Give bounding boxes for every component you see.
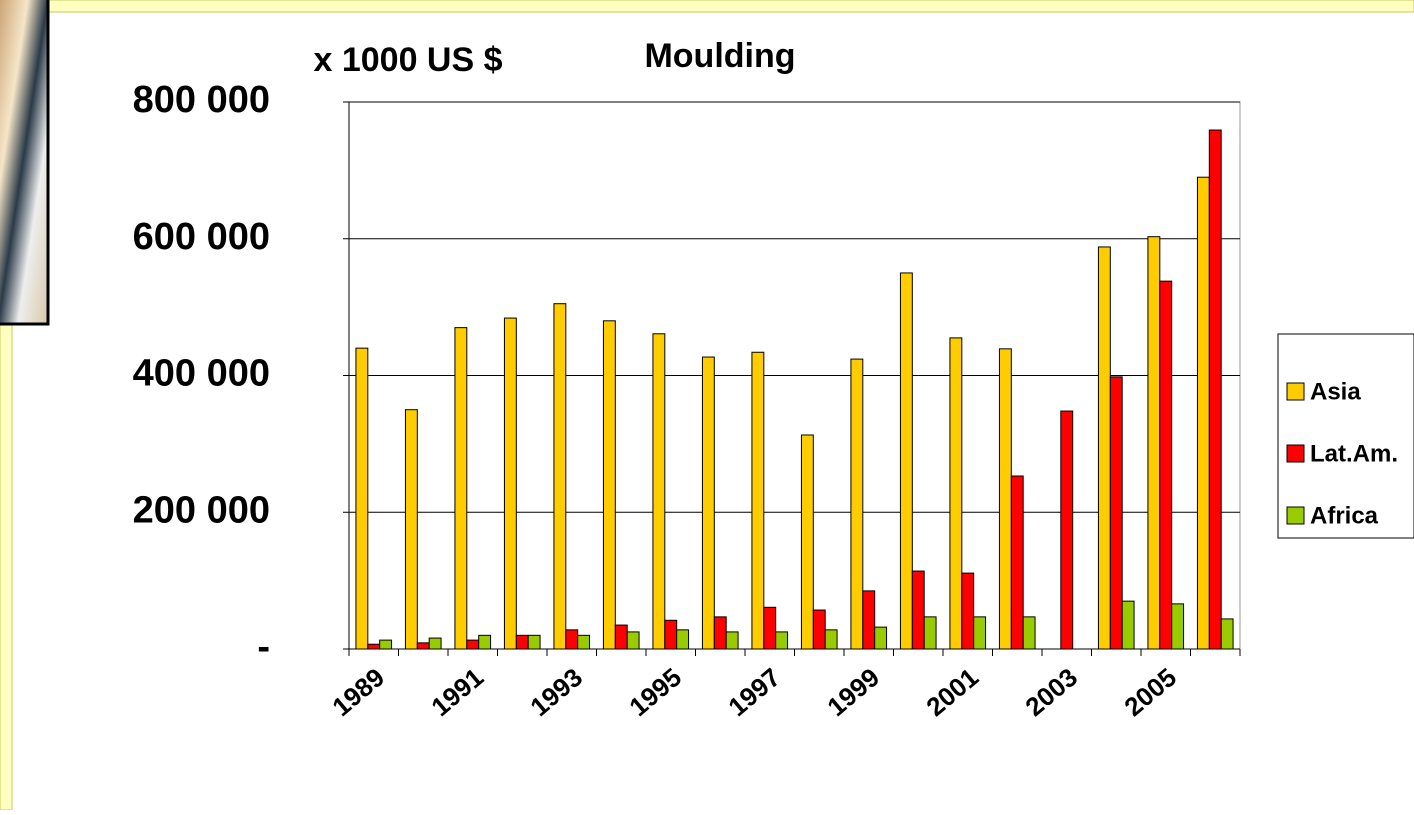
bar (553, 303, 567, 650)
bar (515, 634, 529, 650)
bar (416, 642, 430, 650)
x-tick-label: 2003 (1019, 662, 1083, 722)
legend-label: Lat.Am. (1310, 440, 1398, 467)
bar (751, 351, 765, 650)
bar (1159, 280, 1173, 650)
bar (503, 317, 517, 650)
bar (1220, 618, 1234, 650)
legend-label: Africa (1310, 502, 1379, 529)
bar (713, 616, 727, 650)
bar (911, 570, 925, 650)
x-tick-label: 2001 (920, 662, 984, 722)
y-tick-label: 600 000 (133, 216, 270, 258)
bar (614, 624, 628, 650)
bar (775, 631, 789, 650)
bar (874, 626, 888, 650)
bar (527, 634, 541, 650)
bar (973, 616, 987, 650)
moulding-picture (0, 0, 50, 326)
bar (1121, 600, 1135, 650)
bar (1097, 246, 1111, 650)
legend-swatch (1286, 444, 1305, 463)
bar (800, 434, 814, 650)
bar (725, 631, 739, 650)
y-axis-label: x 1000 US $ (313, 41, 502, 79)
bar (565, 629, 579, 650)
bar (577, 634, 591, 650)
bar (404, 409, 418, 650)
bar (923, 616, 937, 650)
bar (1171, 603, 1185, 650)
legend-label: Asia (1310, 378, 1361, 405)
bar (454, 327, 468, 650)
chart-title: Moulding (644, 37, 795, 75)
bar (1060, 410, 1074, 650)
bar (626, 631, 640, 650)
bar (1147, 236, 1161, 650)
bar (1010, 475, 1024, 650)
y-tick-label: 200 000 (133, 489, 270, 531)
bar (812, 609, 826, 650)
bar (899, 272, 913, 650)
x-tick-label: 2005 (1118, 662, 1182, 722)
bar (1196, 176, 1210, 650)
bar (602, 320, 616, 650)
x-tick-label: 1993 (524, 662, 588, 722)
legend (1277, 333, 1414, 539)
bar (664, 619, 678, 650)
bar (367, 643, 381, 650)
bar (652, 333, 666, 650)
bar (1022, 616, 1036, 650)
bar (862, 590, 876, 650)
y-tick-label: 400 000 (133, 353, 270, 395)
x-tick-label: 1997 (722, 662, 786, 722)
x-tick-label: 1995 (623, 662, 687, 722)
bar (1109, 376, 1123, 650)
bar (850, 358, 864, 650)
y-tick-label: 800 000 (133, 79, 270, 121)
bar (763, 606, 777, 650)
bar (355, 347, 369, 650)
x-tick-label: 1999 (821, 662, 885, 722)
x-tick-label: 1991 (425, 662, 489, 722)
bar (961, 572, 975, 650)
bar (478, 634, 492, 650)
bar (701, 356, 715, 650)
bar (998, 348, 1012, 650)
bar (949, 337, 963, 650)
bar (466, 639, 480, 650)
y-tick-label: - (257, 626, 270, 668)
bar (428, 637, 442, 650)
top-band (0, 0, 1414, 13)
bar (676, 629, 690, 650)
x-tick-label: 1989 (326, 662, 390, 722)
legend-swatch (1286, 506, 1305, 525)
legend-swatch (1286, 382, 1305, 401)
bar (379, 639, 393, 650)
bar (824, 629, 838, 650)
bar (1208, 129, 1222, 650)
